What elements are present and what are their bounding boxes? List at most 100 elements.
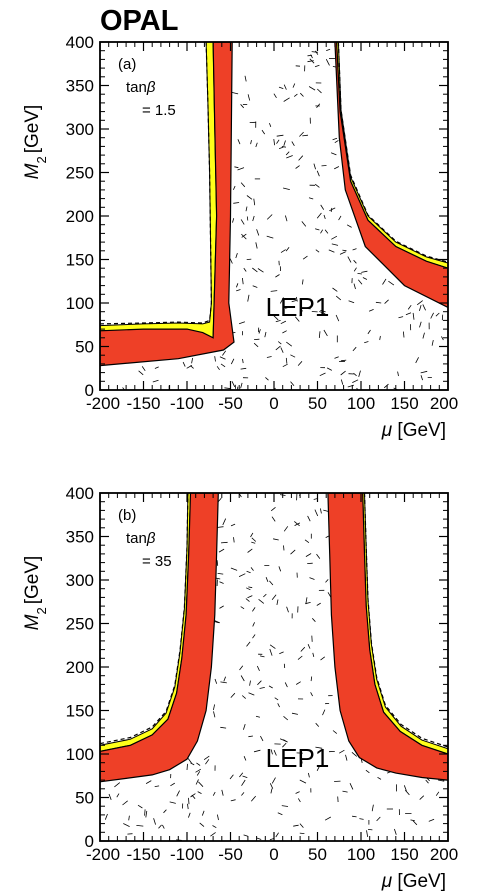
plot-area (100, 42, 448, 390)
lep1-dash (330, 152, 337, 156)
y-tick-label: 0 (85, 381, 94, 400)
lep1-dash (229, 258, 233, 264)
lep1-dash (351, 751, 358, 757)
lep1-dash (410, 819, 415, 822)
lep1-dash (316, 602, 321, 606)
lep1-dash (280, 249, 286, 253)
lep1-dash (229, 774, 234, 780)
lep1-dash (252, 267, 258, 273)
lep1-dash (325, 579, 329, 583)
lep1-dash (300, 646, 306, 652)
x-tick-label: -150 (126, 394, 160, 413)
lep1-dash (247, 595, 253, 599)
lep1-dash (309, 577, 315, 580)
lep1-dash (238, 573, 246, 577)
lep1-dash (145, 810, 148, 818)
x-tick-label: -150 (126, 845, 160, 864)
lep1-hatching (104, 493, 445, 841)
lep1-dash (219, 605, 224, 609)
lep1-dash (403, 331, 405, 338)
lep1-dash (315, 722, 320, 727)
lep1-dash (318, 331, 321, 338)
lep1-dash (277, 703, 280, 708)
lep1-dash (345, 754, 348, 761)
lep1-dash (284, 682, 288, 688)
lep1-dash (352, 379, 359, 383)
lep1-dash (353, 283, 356, 290)
lep1-dash (196, 771, 201, 776)
lep1-dash (219, 356, 226, 360)
lep1-dash (431, 340, 434, 346)
lep1-dash (294, 521, 300, 527)
lep1-dash (269, 644, 276, 649)
lep1-dash (152, 379, 159, 383)
lep1-dash (310, 676, 313, 682)
lep1-dash (349, 783, 354, 790)
lep1-dash (238, 321, 246, 325)
lep1-dash (252, 607, 256, 612)
lep1-dash (252, 622, 255, 627)
panel-label: (b) (118, 507, 136, 524)
x-tick-label: 50 (308, 845, 327, 864)
lep1-dash (295, 165, 300, 169)
lep1-dash (366, 830, 369, 837)
lep1-dash (283, 140, 286, 146)
lep1-dash (285, 357, 288, 364)
x-tick-label: -100 (170, 845, 204, 864)
lep1-dash (347, 256, 352, 263)
lep1-dash (197, 791, 202, 794)
lep1-dash (377, 776, 382, 780)
lep1-dash (222, 350, 227, 356)
lep1-dash (240, 182, 246, 188)
lep1-dash (312, 652, 315, 657)
lep1-dash (315, 746, 323, 749)
lep1-dash (422, 304, 426, 311)
lep1-dash (270, 749, 273, 755)
panel-a: -200 -150 -100 -50 0 50 100 150 200 0 50 100 150 200 2… (22, 33, 458, 441)
lep1-dash (195, 768, 202, 773)
lep1-dash (201, 810, 205, 816)
lep1-dash (420, 375, 423, 381)
lep1-dash (312, 618, 316, 622)
lep1-dash (316, 212, 322, 219)
lep1-dash (240, 219, 245, 225)
lep1-label: LEP1 (266, 743, 330, 773)
lep1-dash (342, 249, 347, 252)
lep1-dash (365, 769, 370, 774)
lep1-dash (407, 304, 412, 310)
lep1-dash (213, 704, 215, 711)
lep1-dash (314, 228, 320, 231)
lep1-dash (210, 832, 216, 837)
lep1-dash (342, 790, 348, 793)
lep1-dash (311, 51, 318, 53)
lep1-dash (331, 243, 339, 246)
lep1-dash (250, 567, 254, 571)
lep1-dash (329, 207, 336, 212)
lep1-dash (302, 255, 308, 260)
lep1-dash (271, 777, 276, 784)
lep1-dash (276, 599, 279, 605)
x-tick-label: 100 (347, 845, 375, 864)
y-tick-label: 350 (66, 77, 94, 96)
lep1-dash (246, 216, 249, 221)
lep1-dash (230, 567, 238, 571)
y-axis-title: M2[GeV] (22, 105, 49, 180)
x-tick-label: -200 (86, 845, 120, 864)
marginal-band-left (100, 42, 218, 339)
lep1-dash (188, 797, 190, 805)
lep1-dash (128, 815, 130, 821)
lep1-dash (252, 634, 256, 639)
x-tick-label: -50 (218, 394, 243, 413)
lep1-dash (216, 560, 219, 566)
lep1-dash (250, 140, 252, 145)
lep1-dash (297, 798, 301, 803)
lep1-dash (256, 665, 260, 671)
lep1-dash (203, 755, 210, 761)
lep1-dash (217, 573, 224, 575)
lep1-dash (170, 782, 176, 787)
lep1-dash (359, 818, 364, 820)
lep1-dash (285, 246, 290, 252)
lep1-dash (275, 320, 281, 323)
lep1-dash (273, 538, 279, 541)
lep1-dash (340, 359, 347, 362)
